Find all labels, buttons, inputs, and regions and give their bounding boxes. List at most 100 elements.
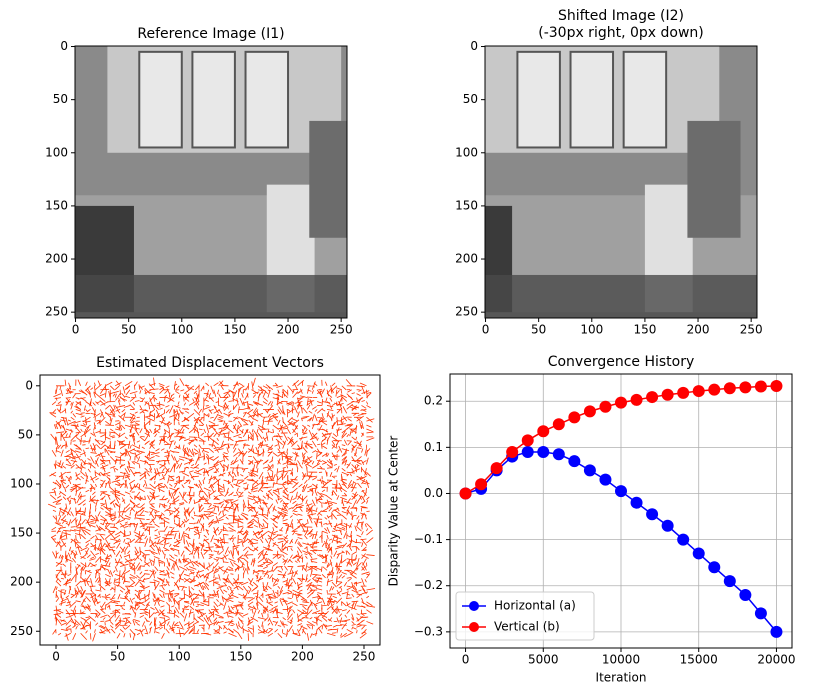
arrow — [213, 447, 219, 450]
arrow — [103, 492, 111, 497]
arrow — [292, 503, 298, 510]
arrow — [208, 409, 213, 414]
arrow — [85, 578, 90, 586]
arrow — [351, 446, 354, 453]
arrow — [114, 531, 122, 536]
arrow — [186, 447, 190, 453]
arrow — [192, 621, 200, 626]
arrow — [321, 574, 326, 579]
arrow — [331, 422, 335, 430]
arrow — [74, 538, 77, 547]
arrow — [82, 503, 86, 506]
arrow — [172, 544, 180, 548]
arrow — [305, 555, 308, 559]
arrow — [297, 513, 303, 516]
arrow — [159, 407, 163, 410]
arrow — [243, 538, 249, 544]
arrow — [133, 460, 140, 465]
arrow — [326, 408, 334, 411]
arrow — [185, 457, 195, 461]
arrow — [118, 432, 121, 437]
arrow — [149, 511, 155, 518]
arrow — [267, 507, 270, 514]
arrow — [158, 559, 165, 563]
arrow — [206, 593, 214, 598]
arrow — [213, 605, 218, 612]
arrow — [366, 595, 370, 599]
arrow — [91, 407, 96, 414]
arrow — [85, 530, 91, 536]
arrow — [75, 625, 78, 630]
arrow — [281, 473, 284, 481]
arrow — [254, 460, 264, 464]
arrow — [136, 632, 140, 636]
arrow — [267, 629, 273, 634]
arrow — [340, 624, 347, 626]
arrow — [85, 424, 91, 429]
arrow — [188, 439, 193, 445]
arrow — [292, 506, 298, 512]
arrow — [134, 589, 139, 593]
arrow — [257, 534, 265, 540]
arrow — [52, 515, 57, 520]
arrow — [107, 494, 111, 500]
arrow — [208, 503, 212, 508]
arrow — [366, 457, 369, 465]
arrow — [285, 633, 288, 637]
arrow — [186, 466, 190, 469]
arrow — [75, 467, 80, 469]
arrow — [65, 578, 69, 587]
arrow — [149, 487, 156, 492]
arrow — [236, 487, 239, 492]
arrow — [75, 453, 81, 461]
arrow — [193, 390, 197, 394]
arrow — [270, 401, 274, 406]
arrow — [332, 595, 338, 599]
arrow — [118, 397, 121, 402]
arrow — [119, 562, 125, 566]
arrow — [156, 412, 165, 419]
arrow — [183, 467, 186, 473]
arrow — [349, 573, 357, 579]
arrow — [254, 569, 264, 573]
arrow — [95, 589, 102, 592]
arrow — [181, 472, 190, 477]
arrow — [344, 460, 348, 466]
arrow — [82, 466, 86, 469]
arrow — [155, 448, 160, 452]
arrow — [308, 475, 318, 478]
arrow — [282, 554, 285, 558]
arrow — [282, 469, 292, 473]
arrow — [279, 599, 284, 606]
arrow — [124, 479, 128, 489]
arrow — [355, 546, 357, 551]
arrow — [193, 416, 199, 424]
arrow — [325, 397, 328, 403]
arrow — [193, 515, 203, 518]
arrow — [277, 511, 283, 520]
arrow — [61, 571, 67, 579]
arrow — [354, 581, 362, 585]
arrow — [170, 556, 175, 559]
arrow — [355, 436, 357, 440]
arrow — [166, 449, 170, 457]
arrow — [260, 440, 264, 449]
arrow — [276, 611, 283, 614]
arrow — [195, 570, 200, 578]
arrow — [139, 390, 142, 394]
arrow — [188, 527, 191, 532]
arrow — [169, 543, 172, 548]
arrow — [309, 587, 313, 591]
arrow — [159, 514, 162, 520]
arrow — [72, 413, 77, 418]
arrow — [333, 463, 338, 466]
arrow — [268, 601, 273, 604]
arrow — [139, 509, 145, 516]
arrow — [60, 472, 64, 481]
arrow — [260, 538, 264, 544]
arrow — [351, 436, 356, 441]
arrow — [216, 449, 219, 453]
arrow — [167, 612, 175, 614]
arrow — [248, 495, 256, 499]
arrow — [159, 584, 166, 587]
